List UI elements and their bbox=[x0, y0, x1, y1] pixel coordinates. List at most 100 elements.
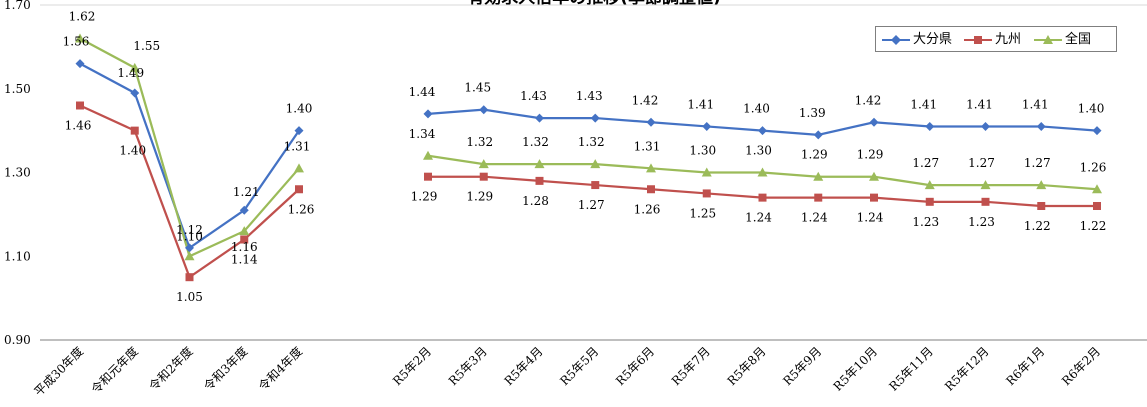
data-point-marker bbox=[424, 172, 432, 181]
y-tick-label: 0.90 bbox=[4, 333, 31, 347]
data-point-marker bbox=[870, 193, 878, 202]
data-label: 1.22 bbox=[1080, 219, 1107, 233]
chart-legend: 大分県 九州 全国 bbox=[875, 26, 1117, 52]
data-point-marker bbox=[294, 163, 304, 173]
data-point-marker bbox=[924, 180, 935, 190]
data-point-marker bbox=[294, 126, 304, 136]
data-point-marker bbox=[479, 105, 489, 115]
data-label: 1.41 bbox=[687, 97, 714, 111]
data-label: 1.05 bbox=[176, 290, 203, 304]
legend-swatch-diamond-icon bbox=[882, 35, 910, 45]
data-label: 1.29 bbox=[411, 190, 438, 204]
x-tick-label: R5年3月 bbox=[446, 344, 490, 388]
data-point-marker bbox=[1036, 121, 1046, 131]
data-label: 1.40 bbox=[1078, 102, 1105, 116]
x-tick-label: R5年7月 bbox=[669, 344, 713, 388]
data-point-marker bbox=[1092, 126, 1102, 136]
data-label: 1.26 bbox=[1080, 160, 1107, 174]
data-label: 1.12 bbox=[176, 223, 203, 237]
data-point-marker bbox=[981, 121, 990, 131]
data-label: 1.14 bbox=[231, 253, 258, 267]
data-point-marker bbox=[702, 121, 712, 131]
data-point-marker bbox=[701, 167, 712, 177]
data-point-marker bbox=[869, 117, 879, 127]
data-point-marker bbox=[185, 273, 194, 282]
data-label: 1.32 bbox=[578, 135, 605, 149]
data-point-marker bbox=[647, 185, 655, 194]
data-label: 1.55 bbox=[133, 39, 160, 53]
x-tick-label: 令和3年度 bbox=[200, 344, 250, 394]
data-label: 1.21 bbox=[233, 185, 260, 199]
x-tick-label: R5年9月 bbox=[780, 344, 824, 388]
data-point-marker bbox=[757, 167, 768, 177]
x-tick-label: R5年11月 bbox=[886, 344, 935, 393]
data-label: 1.41 bbox=[1022, 97, 1049, 111]
data-label: 1.22 bbox=[1024, 219, 1051, 233]
data-point-marker bbox=[813, 171, 824, 181]
data-label: 1.41 bbox=[966, 97, 993, 111]
data-label: 1.56 bbox=[63, 35, 90, 49]
data-label: 1.24 bbox=[745, 211, 772, 225]
data-label: 1.25 bbox=[689, 206, 716, 220]
data-point-marker bbox=[758, 126, 767, 136]
data-label: 1.42 bbox=[632, 93, 659, 107]
data-label: 1.29 bbox=[466, 190, 493, 204]
data-point-marker bbox=[130, 126, 139, 135]
data-point-marker bbox=[591, 181, 600, 190]
data-label: 1.30 bbox=[689, 144, 716, 158]
x-tick-label: R6年2月 bbox=[1059, 344, 1103, 388]
data-label: 1.16 bbox=[231, 240, 258, 254]
x-tick-label: R5年10月 bbox=[831, 344, 880, 393]
data-label: 1.40 bbox=[119, 144, 146, 158]
data-point-marker bbox=[239, 226, 250, 236]
x-tick-label: R5年8月 bbox=[725, 344, 769, 388]
data-point-marker bbox=[646, 163, 656, 173]
data-point-marker bbox=[295, 185, 303, 194]
data-label: 1.27 bbox=[968, 156, 995, 170]
data-label: 1.27 bbox=[578, 198, 605, 212]
data-point-marker bbox=[590, 159, 601, 169]
chart-title: 有効求人倍率の推移(季節調整値) bbox=[467, 0, 721, 8]
data-label: 1.62 bbox=[69, 10, 96, 24]
series-markers bbox=[75, 33, 1102, 282]
data-label: 1.46 bbox=[65, 119, 92, 133]
data-point-marker bbox=[814, 193, 823, 202]
data-label: 1.31 bbox=[634, 139, 661, 153]
y-tick-label: 1.70 bbox=[4, 0, 31, 12]
data-label: 1.40 bbox=[743, 102, 770, 116]
x-tick-label: 令和4年度 bbox=[255, 344, 305, 394]
data-point-marker bbox=[534, 159, 545, 169]
data-label: 1.32 bbox=[466, 135, 493, 149]
data-label: 1.24 bbox=[857, 211, 884, 225]
data-point-marker bbox=[1092, 184, 1102, 194]
data-point-marker bbox=[980, 180, 991, 190]
data-label: 1.23 bbox=[968, 215, 995, 229]
y-tick-label: 1.50 bbox=[4, 82, 31, 96]
y-axis-ticks: 0.90 1.10 1.30 1.50 1.70 bbox=[4, 0, 31, 347]
data-label: 1.30 bbox=[745, 144, 772, 158]
data-point-marker bbox=[423, 150, 433, 160]
data-point-marker bbox=[478, 159, 489, 169]
data-point-marker bbox=[535, 176, 544, 185]
data-point-marker bbox=[185, 243, 194, 253]
data-label: 1.26 bbox=[634, 202, 661, 216]
data-label: 1.45 bbox=[464, 81, 491, 95]
data-point-marker bbox=[925, 197, 934, 206]
data-label: 1.29 bbox=[801, 148, 828, 162]
data-point-marker bbox=[869, 171, 879, 181]
data-label: 1.43 bbox=[520, 89, 547, 103]
data-label: 1.43 bbox=[576, 89, 603, 103]
data-point-marker bbox=[702, 189, 711, 198]
legend-label: 全国 bbox=[1065, 32, 1092, 47]
x-tick-label: 令和2年度 bbox=[146, 344, 196, 394]
data-point-marker bbox=[1093, 202, 1101, 210]
data-label: 1.32 bbox=[522, 135, 549, 149]
data-point-marker bbox=[423, 109, 433, 119]
legend-swatch-square-icon bbox=[964, 36, 992, 44]
data-point-marker bbox=[646, 117, 656, 127]
data-point-marker bbox=[130, 88, 140, 98]
data-point-marker bbox=[184, 251, 195, 261]
data-label: 1.31 bbox=[284, 139, 311, 153]
legend-label: 大分県 bbox=[913, 32, 953, 47]
x-tick-label: R6年1月 bbox=[1003, 344, 1047, 388]
